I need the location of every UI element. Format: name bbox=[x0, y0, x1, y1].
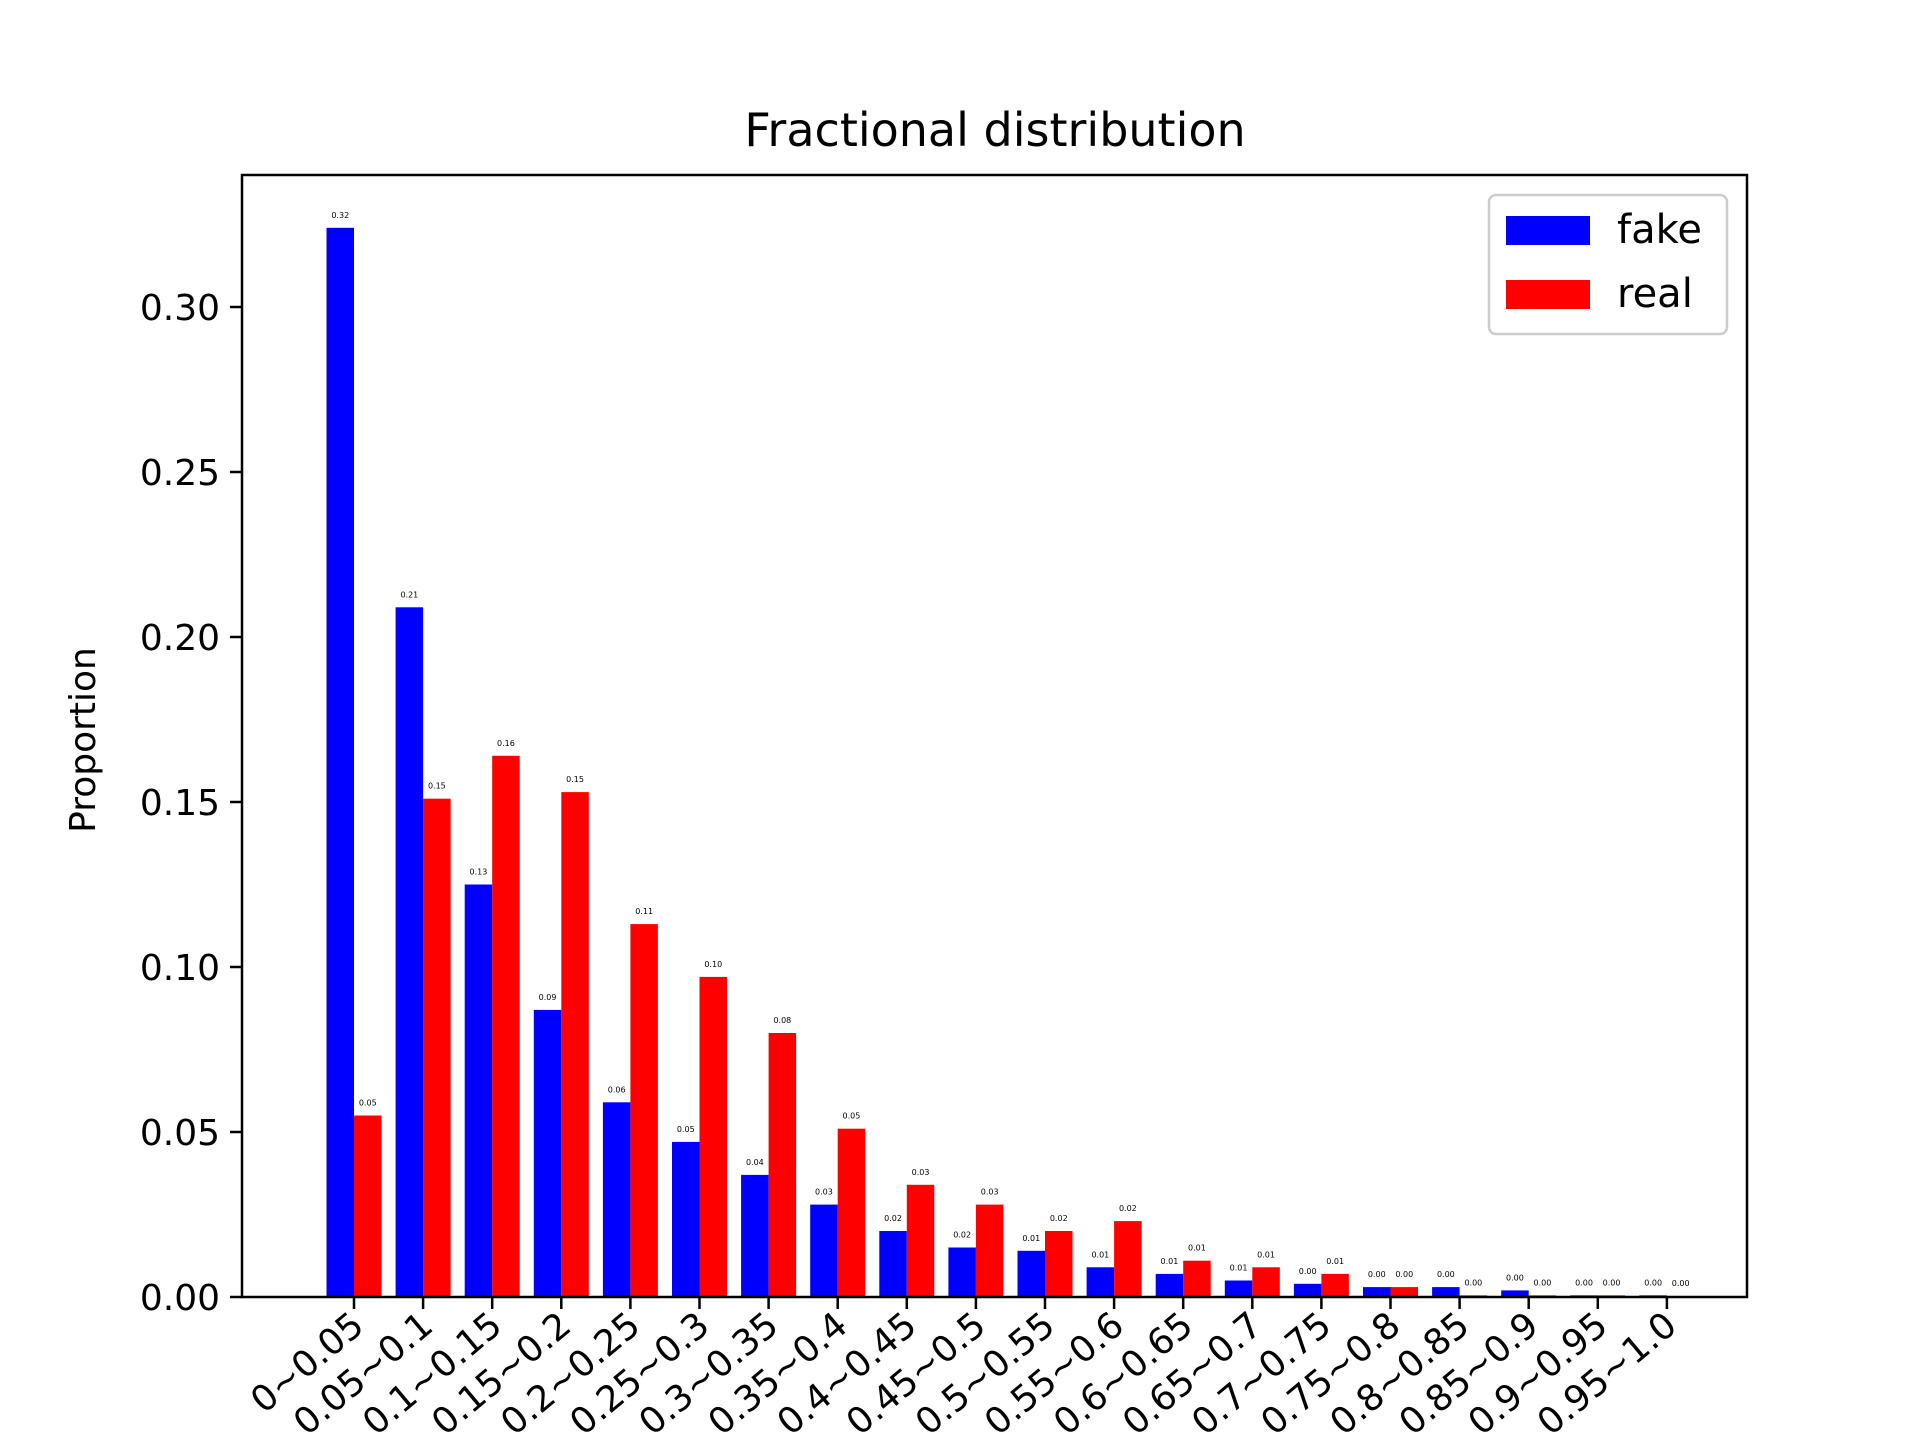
bar-real-8 bbox=[906, 1184, 935, 1297]
bar-label-fake-8: 0.02 bbox=[884, 1214, 902, 1223]
y-tick-label-5: 0.25 bbox=[140, 453, 220, 494]
chart-title: Fractional distribution bbox=[744, 103, 1245, 157]
bar-label-fake-5: 0.05 bbox=[677, 1125, 695, 1134]
bar-label-real-9: 0.03 bbox=[981, 1188, 999, 1197]
bar-label-real-16: 0.00 bbox=[1464, 1278, 1482, 1287]
bar-real-9 bbox=[975, 1204, 1004, 1297]
bar-real-7 bbox=[837, 1128, 866, 1297]
bar-label-real-0: 0.05 bbox=[359, 1099, 377, 1108]
bar-label-real-1: 0.15 bbox=[428, 782, 446, 791]
x-axis: 0~0.050.05~0.10.1~0.150.15~0.20.2~0.250.… bbox=[243, 1297, 1685, 1440]
bar-label-fake-14: 0.00 bbox=[1299, 1267, 1317, 1276]
bar-label-real-10: 0.02 bbox=[1050, 1214, 1068, 1223]
bar-real-11 bbox=[1114, 1221, 1142, 1297]
bar-real-13 bbox=[1252, 1267, 1280, 1297]
bar-real-2 bbox=[492, 755, 520, 1297]
y-tick-label-0: 0.00 bbox=[140, 1278, 220, 1319]
bar-label-fake-2: 0.13 bbox=[470, 868, 488, 877]
bars-layer bbox=[326, 227, 1695, 1297]
bar-label-fake-11: 0.01 bbox=[1091, 1250, 1109, 1259]
bar-label-real-13: 0.01 bbox=[1257, 1250, 1275, 1259]
bar-fake-17 bbox=[1501, 1290, 1529, 1297]
bar-fake-5 bbox=[672, 1141, 700, 1297]
bar-fake-1 bbox=[395, 607, 424, 1297]
bar-label-real-3: 0.15 bbox=[566, 775, 584, 784]
bar-fake-2 bbox=[464, 884, 493, 1297]
bar-label-fake-19: 0.00 bbox=[1644, 1278, 1662, 1287]
bar-label-fake-16: 0.00 bbox=[1437, 1270, 1455, 1279]
bar-label-fake-1: 0.21 bbox=[400, 590, 418, 599]
bar-fake-9 bbox=[948, 1247, 976, 1297]
bar-label-real-18: 0.00 bbox=[1603, 1278, 1621, 1287]
bar-label-fake-6: 0.04 bbox=[746, 1158, 764, 1167]
bar-fake-0 bbox=[326, 227, 354, 1297]
bar-fake-4 bbox=[602, 1102, 631, 1297]
bar-real-0 bbox=[354, 1115, 382, 1297]
bar-fake-7 bbox=[810, 1204, 838, 1297]
bar-label-real-2: 0.16 bbox=[497, 739, 515, 748]
bar-label-fake-17: 0.00 bbox=[1506, 1273, 1524, 1282]
bar-label-fake-3: 0.09 bbox=[539, 993, 557, 1002]
bar-label-fake-4: 0.06 bbox=[608, 1085, 626, 1094]
bar-fake-16 bbox=[1432, 1287, 1460, 1297]
bar-label-fake-18: 0.00 bbox=[1575, 1278, 1593, 1287]
bar-fake-8 bbox=[879, 1231, 907, 1297]
bar-label-fake-13: 0.01 bbox=[1230, 1264, 1248, 1273]
bar-real-15 bbox=[1390, 1287, 1418, 1297]
bar-label-real-7: 0.05 bbox=[843, 1112, 861, 1121]
bar-real-14 bbox=[1321, 1273, 1349, 1297]
bar-fake-12 bbox=[1155, 1273, 1184, 1297]
bar-real-6 bbox=[768, 1033, 797, 1297]
bar-real-3 bbox=[561, 792, 589, 1297]
legend-label-real: real bbox=[1617, 271, 1693, 317]
bar-real-4 bbox=[630, 924, 658, 1297]
y-axis-label: Proportion bbox=[63, 647, 104, 833]
bar-label-fake-0: 0.32 bbox=[331, 211, 349, 220]
y-tick-label-6: 0.30 bbox=[140, 288, 220, 329]
bar-real-12 bbox=[1183, 1260, 1211, 1297]
bar-label-fake-12: 0.01 bbox=[1161, 1257, 1179, 1266]
legend-swatch-fake bbox=[1506, 216, 1590, 245]
y-tick-label-1: 0.05 bbox=[140, 1113, 220, 1154]
bar-fake-13 bbox=[1224, 1280, 1253, 1297]
bar-label-real-14: 0.01 bbox=[1326, 1257, 1344, 1266]
legend-label-fake: fake bbox=[1617, 207, 1702, 253]
bar-label-real-4: 0.11 bbox=[635, 907, 653, 916]
bar-fake-11 bbox=[1086, 1267, 1115, 1297]
y-tick-label-3: 0.15 bbox=[140, 783, 220, 824]
y-axis: 0.00 0.05 0.10 0.15 0.20 0.25 0.30 bbox=[140, 288, 242, 1319]
bar-fake-15 bbox=[1363, 1287, 1391, 1297]
legend-swatch-real bbox=[1506, 280, 1590, 309]
bar-label-real-11: 0.02 bbox=[1119, 1204, 1137, 1213]
bar-real-10 bbox=[1045, 1231, 1073, 1297]
bar-label-real-15: 0.00 bbox=[1395, 1270, 1413, 1279]
bar-label-real-19: 0.00 bbox=[1672, 1279, 1690, 1288]
bar-fake-10 bbox=[1017, 1250, 1045, 1297]
bar-label-real-12: 0.01 bbox=[1188, 1244, 1206, 1253]
y-tick-label-2: 0.10 bbox=[140, 948, 220, 989]
y-tick-label-4: 0.20 bbox=[140, 618, 220, 659]
bar-fake-3 bbox=[533, 1009, 562, 1297]
legend: fake real bbox=[1487, 193, 1729, 336]
bar-label-real-5: 0.10 bbox=[704, 960, 722, 969]
plot-frame bbox=[240, 173, 1749, 1299]
bar-label-fake-10: 0.01 bbox=[1022, 1234, 1040, 1243]
bar-real-1 bbox=[423, 798, 451, 1297]
bar-real-5 bbox=[699, 976, 727, 1297]
bar-label-real-6: 0.08 bbox=[773, 1016, 791, 1025]
bar-label-fake-9: 0.02 bbox=[953, 1231, 971, 1240]
bar-label-fake-15: 0.00 bbox=[1368, 1270, 1386, 1279]
bar-label-real-17: 0.00 bbox=[1534, 1278, 1552, 1287]
bar-labels-layer: 0.32 0.21 0.13 0.09 0.06 0.05 0.04 0.03 0.02 0.02… bbox=[331, 211, 1689, 1288]
bar-label-real-8: 0.03 bbox=[912, 1168, 930, 1177]
bar-fake-14 bbox=[1293, 1283, 1322, 1297]
bar-label-fake-7: 0.03 bbox=[815, 1188, 833, 1197]
bar-fake-6 bbox=[741, 1174, 769, 1297]
